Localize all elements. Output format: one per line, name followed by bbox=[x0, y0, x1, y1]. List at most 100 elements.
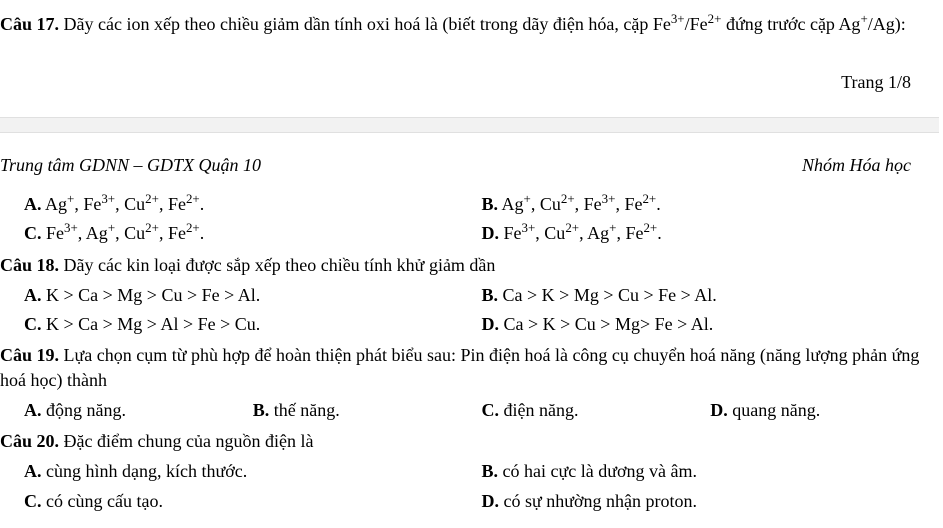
q20-stem: Câu 20. Đặc điểm chung của nguồn điện là bbox=[0, 429, 939, 453]
q20-c-label: C. bbox=[24, 491, 42, 511]
q17-b-i4: , Fe bbox=[575, 194, 602, 214]
q19-choice-d: D. quang năng. bbox=[710, 396, 939, 425]
q17-a-i4: , Cu bbox=[115, 194, 145, 214]
q17-text-p3: 2+ bbox=[708, 11, 722, 26]
q17-c-i0: Fe bbox=[46, 223, 64, 243]
q18-d-text: Ca > K > Cu > Mg> Fe > Al. bbox=[504, 314, 714, 334]
page-separator bbox=[0, 117, 939, 133]
q17-a-i5: 2+ bbox=[145, 191, 159, 206]
q19-choices: A. động năng. B. thế năng. C. điện năng.… bbox=[0, 396, 939, 425]
q19-label: Câu 19. bbox=[0, 345, 59, 365]
q20-c-text: có cùng cấu tạo. bbox=[46, 491, 163, 511]
q18-label: Câu 18. bbox=[0, 255, 59, 275]
q17-c-i7: 2+ bbox=[186, 220, 200, 235]
q19-b-text: thế năng. bbox=[274, 400, 340, 420]
q17-label: Câu 17. bbox=[0, 14, 59, 34]
q18-a-text: K > Ca > Mg > Cu > Fe > Al. bbox=[46, 285, 260, 305]
q17-text-p2: /Fe bbox=[685, 14, 708, 34]
q19-choice-b: B. thế năng. bbox=[253, 396, 482, 425]
q19-d-label: D. bbox=[710, 400, 728, 420]
q17-d-label: D. bbox=[482, 223, 500, 243]
q17-c-label: C. bbox=[24, 223, 42, 243]
q17-d-i3: 2+ bbox=[565, 220, 579, 235]
q17-text-p1: 3+ bbox=[671, 11, 685, 26]
q19-d-text: quang năng. bbox=[732, 400, 820, 420]
q17-b-i6: , Fe bbox=[615, 194, 642, 214]
q17-b-i1: + bbox=[524, 191, 531, 206]
q18-choice-d: D. Ca > K > Cu > Mg> Fe > Al. bbox=[482, 310, 940, 339]
q20-choices: A. cùng hình dạng, kích thước. B. có hai… bbox=[0, 457, 939, 515]
q17-c-i5: 2+ bbox=[145, 220, 159, 235]
q17-text-p0: Dãy các ion xếp theo chiều giảm dần tính… bbox=[64, 14, 671, 34]
q18-text: Dãy các kin loại được sắp xếp theo chiều… bbox=[64, 255, 496, 275]
q18-b-label: B. bbox=[482, 285, 499, 305]
q17-d-i2: , Cu bbox=[535, 223, 565, 243]
q17-c-i6: , Fe bbox=[159, 223, 186, 243]
q20-label: Câu 20. bbox=[0, 431, 59, 451]
q18-choice-a: A. K > Ca > Mg > Cu > Fe > Al. bbox=[24, 281, 482, 310]
q17-text-p6: /Ag): bbox=[868, 14, 906, 34]
q17-stem: Câu 17. Dãy các ion xếp theo chiều giảm … bbox=[0, 12, 939, 36]
q17-d-i1: 3+ bbox=[522, 220, 536, 235]
q17-a-i2: , Fe bbox=[74, 194, 101, 214]
q17-text-p4: đứng trước cặp Ag bbox=[721, 14, 860, 34]
q20-choice-a: A. cùng hình dạng, kích thước. bbox=[24, 457, 482, 486]
q18-choice-c: C. K > Ca > Mg > Al > Fe > Cu. bbox=[24, 310, 482, 339]
q17-text-p5: + bbox=[860, 11, 867, 26]
q17-c-i8: . bbox=[200, 223, 205, 243]
q20-b-text: có hai cực là dương và âm. bbox=[503, 461, 697, 481]
q17-c-i2: , Ag bbox=[78, 223, 108, 243]
q18-choice-b: B. Ca > K > Mg > Cu > Fe > Al. bbox=[482, 281, 940, 310]
q18-a-label: A. bbox=[24, 285, 42, 305]
q17-b-i8: . bbox=[656, 194, 661, 214]
q17-a-i3: 3+ bbox=[101, 191, 115, 206]
page-header: Trung tâm GDNN – GDTX Quận 10 Nhóm Hóa h… bbox=[0, 155, 939, 176]
q20-a-text: cùng hình dạng, kích thước. bbox=[46, 461, 247, 481]
q20-a-label: A. bbox=[24, 461, 42, 481]
q18-stem: Câu 18. Dãy các kin loại được sắp xếp th… bbox=[0, 253, 939, 277]
page-counter: Trang 1/8 bbox=[0, 72, 939, 93]
q17-d-i4: , Ag bbox=[579, 223, 609, 243]
q17-b-i0: Ag bbox=[502, 194, 524, 214]
q17-b-i3: 2+ bbox=[561, 191, 575, 206]
q18-c-label: C. bbox=[24, 314, 42, 334]
q20-choice-c: C. có cùng cấu tạo. bbox=[24, 487, 482, 516]
q17-a-i7: 2+ bbox=[186, 191, 200, 206]
q20-d-label: D. bbox=[482, 491, 500, 511]
q19-choice-c: C. điện năng. bbox=[482, 396, 711, 425]
q18-d-label: D. bbox=[482, 314, 500, 334]
q17-a-label: A. bbox=[24, 194, 42, 214]
q17-a-i0: Ag bbox=[45, 194, 67, 214]
q19-text: Lựa chọn cụm từ phù hợp để hoàn thiện ph… bbox=[0, 345, 919, 389]
q17-d-i0: Fe bbox=[504, 223, 522, 243]
q19-choice-a: A. động năng. bbox=[24, 396, 253, 425]
q18-c-text: K > Ca > Mg > Al > Fe > Cu. bbox=[46, 314, 260, 334]
q17-b-i7: 2+ bbox=[642, 191, 656, 206]
q17-b-i2: , Cu bbox=[531, 194, 561, 214]
q17-choice-c: C. Fe3+, Ag+, Cu2+, Fe2+. bbox=[24, 219, 482, 248]
q17-choice-a: A. Ag+, Fe3+, Cu2+, Fe2+. bbox=[24, 190, 482, 219]
q20-choice-b: B. có hai cực là dương và âm. bbox=[482, 457, 940, 486]
q17-c-i1: 3+ bbox=[64, 220, 78, 235]
header-left: Trung tâm GDNN – GDTX Quận 10 bbox=[0, 155, 261, 176]
q17-choice-b: B. Ag+, Cu2+, Fe3+, Fe2+. bbox=[482, 190, 940, 219]
q20-b-label: B. bbox=[482, 461, 499, 481]
header-right: Nhóm Hóa học bbox=[802, 155, 911, 176]
q17-d-i8: . bbox=[657, 223, 662, 243]
q19-a-text: động năng. bbox=[46, 400, 126, 420]
q17-b-i5: 3+ bbox=[602, 191, 616, 206]
page: Câu 17. Dãy các ion xếp theo chiều giảm … bbox=[0, 0, 943, 528]
q17-a-i8: . bbox=[200, 194, 205, 214]
q17-choices: A. Ag+, Fe3+, Cu2+, Fe2+. B. Ag+, Cu2+, … bbox=[0, 190, 939, 248]
q19-a-label: A. bbox=[24, 400, 42, 420]
q17-b-label: B. bbox=[482, 194, 499, 214]
q17-d-i6: , Fe bbox=[616, 223, 643, 243]
q20-text: Đặc điểm chung của nguồn điện là bbox=[64, 431, 314, 451]
q17-a-i6: , Fe bbox=[159, 194, 186, 214]
q18-b-text: Ca > K > Mg > Cu > Fe > Al. bbox=[503, 285, 717, 305]
q17-d-i7: 2+ bbox=[643, 220, 657, 235]
q19-c-label: C. bbox=[482, 400, 500, 420]
q20-d-text: có sự nhường nhận proton. bbox=[504, 491, 698, 511]
q19-c-text: điện năng. bbox=[504, 400, 579, 420]
q18-choices: A. K > Ca > Mg > Cu > Fe > Al. B. Ca > K… bbox=[0, 281, 939, 339]
